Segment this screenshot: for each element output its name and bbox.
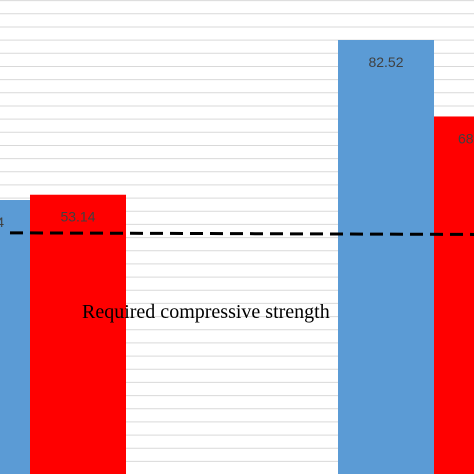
bar (434, 116, 474, 474)
data-label: 68 (458, 130, 474, 146)
required-strength-label: Required compressive strength (82, 301, 330, 323)
data-label: 82.52 (368, 54, 403, 70)
data-label: 4 (0, 214, 4, 230)
bar (30, 194, 126, 474)
data-label: 53.14 (60, 209, 95, 225)
required-strength-line (9, 231, 474, 236)
data-labels: 4 82.52 53.14 68 (0, 54, 474, 230)
bar (338, 40, 434, 474)
bar (0, 200, 30, 474)
bars (0, 40, 474, 474)
reference-line-group: Required compressive strength (9, 231, 474, 323)
